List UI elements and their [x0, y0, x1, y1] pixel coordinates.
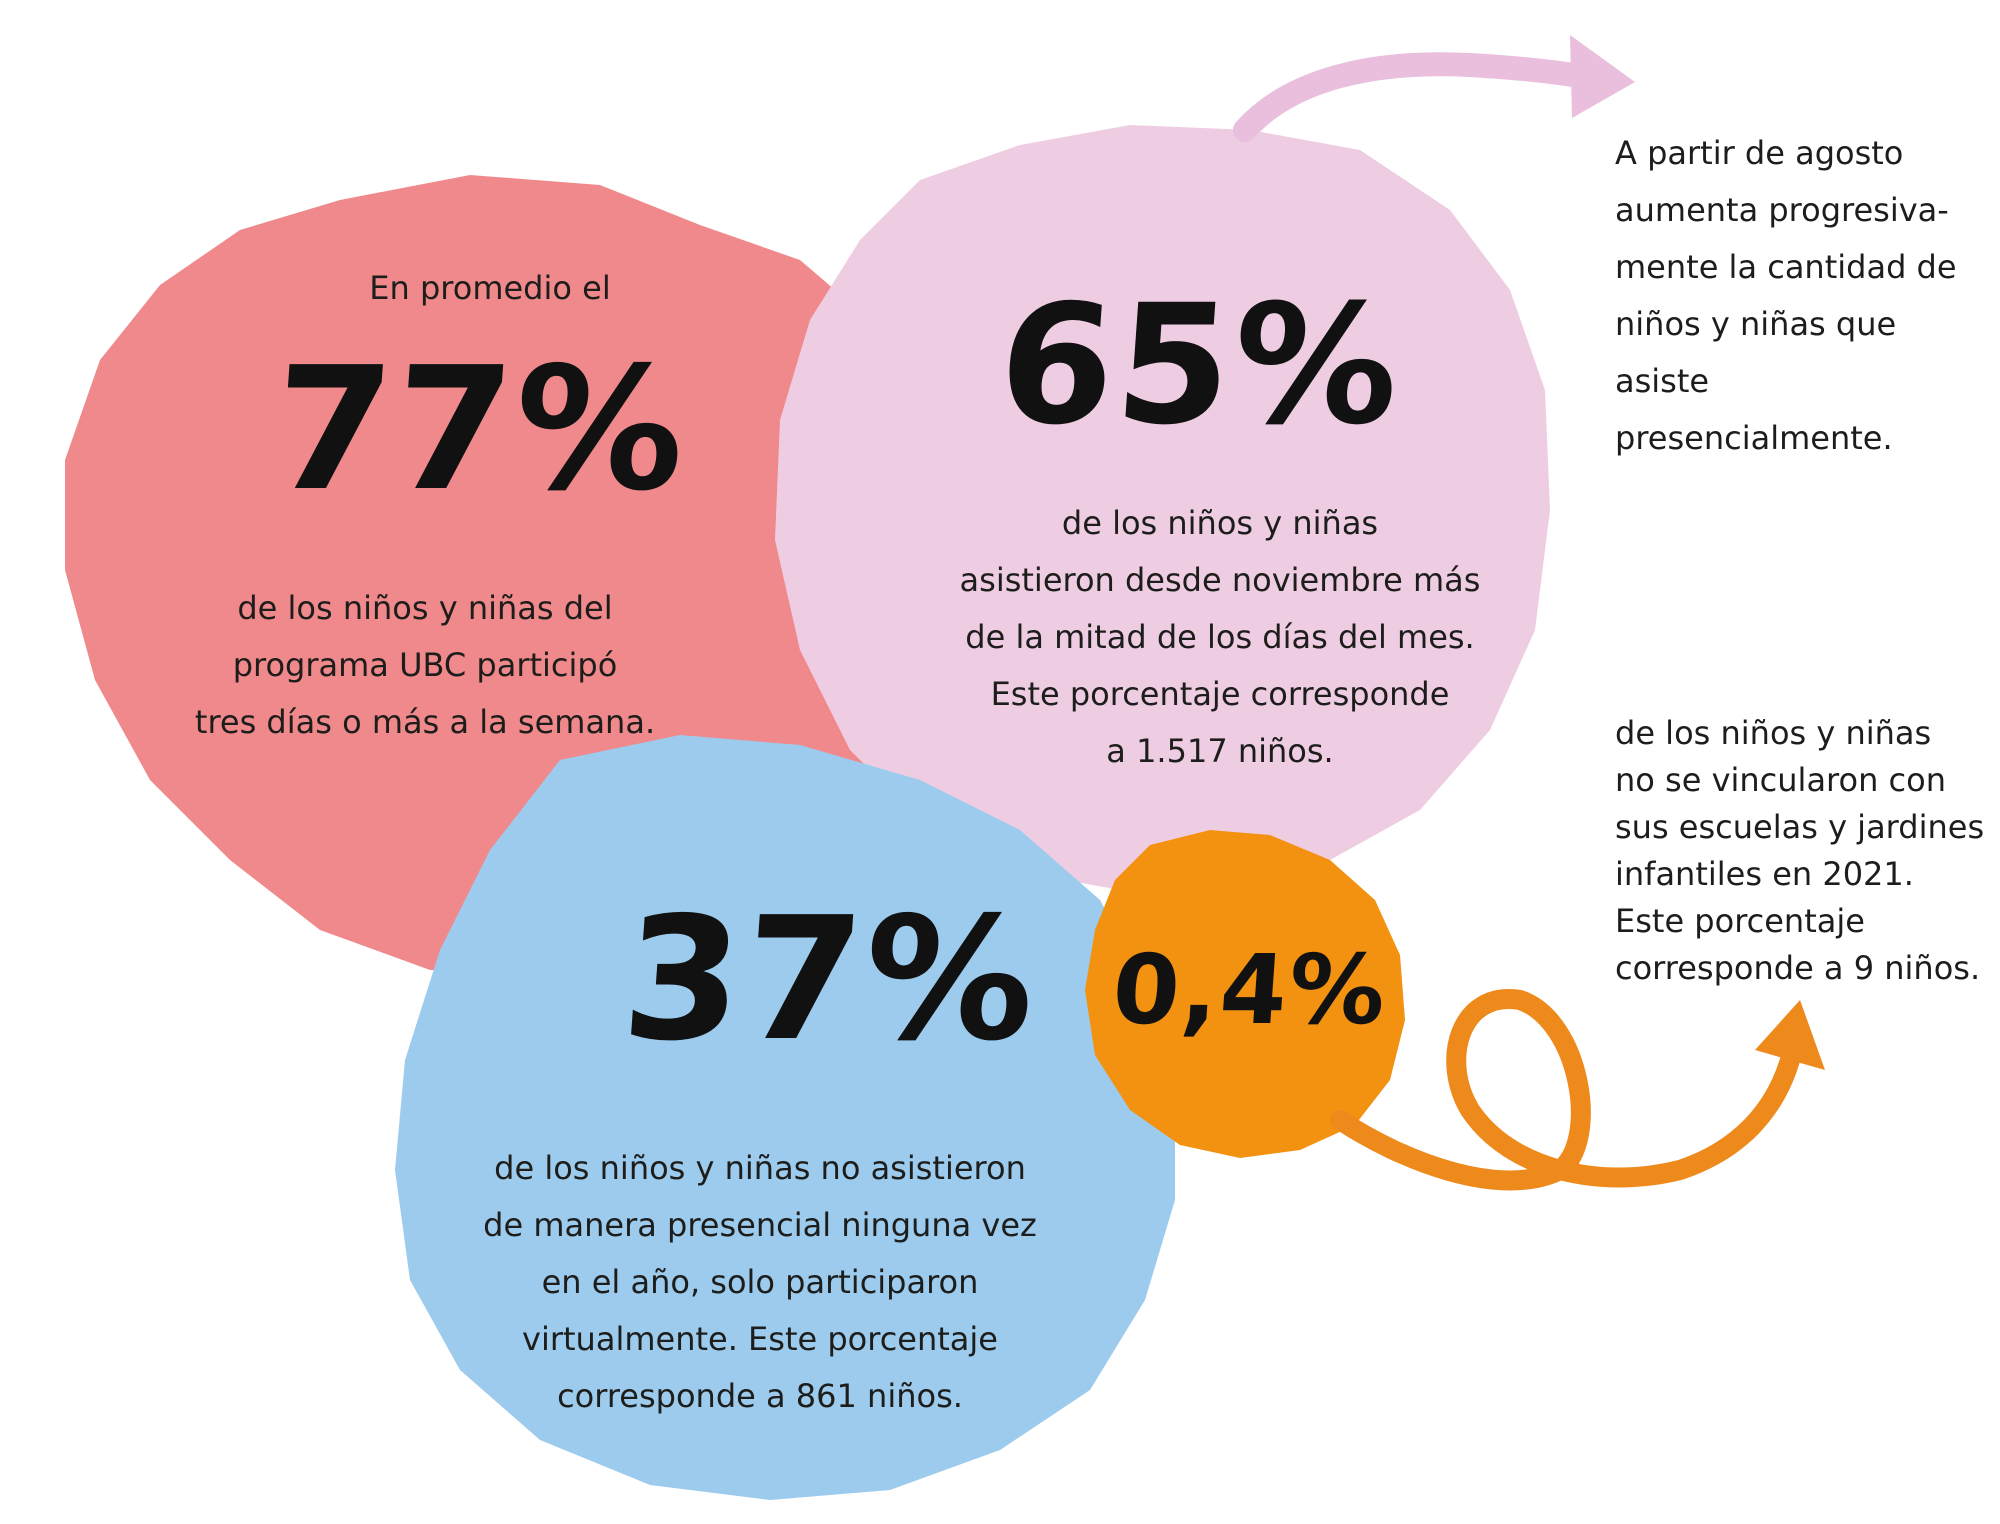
curved-arrow-right-icon — [1233, 35, 1635, 142]
note-agosto-line: mente la cantidad de — [1615, 248, 1957, 286]
note-agosto-line: niños y niñas que asiste — [1615, 305, 1897, 400]
stat-04-description: de los niños y niñas no se vincularon co… — [1615, 710, 1995, 992]
stat-65-line: a 1.517 niños. — [1106, 732, 1334, 770]
blue-blob — [395, 735, 1175, 1500]
stat-65-line: Este porcentaje corresponde — [990, 675, 1450, 713]
stat-04-line: corresponde a 9 niños. — [1615, 949, 1981, 987]
stat-77-intro: En promedio el — [369, 269, 611, 307]
stat-65-line: asistieron desde noviembre más — [959, 561, 1481, 599]
stat-65-line: de la mitad de los días del mes. — [965, 618, 1475, 656]
stat-65-value: 65% — [992, 269, 1408, 461]
pink-blob — [775, 125, 1550, 890]
stat-04-value: 0,4% — [1108, 934, 1392, 1046]
stat-37-line: en el año, solo participaron — [541, 1263, 979, 1301]
stat-77-description: de los niños y niñas del programa UBC pa… — [160, 580, 690, 751]
stat-37-line: virtualmente. Este porcentaje — [522, 1320, 998, 1358]
stat-37-line: corresponde a 861 niños. — [557, 1377, 963, 1415]
stat-77-value: 77% — [266, 331, 694, 529]
stat-04-line: de los niños y niñas — [1615, 714, 1932, 752]
orange-blob — [1085, 830, 1405, 1158]
note-agosto-line: aumenta progresiva- — [1615, 191, 1949, 229]
stat-04-line: no se vincularon con — [1615, 761, 1946, 799]
stat-04-line: infantiles en 2021. — [1615, 855, 1914, 893]
stat-77-line: tres días o más a la semana. — [194, 703, 656, 741]
note-agosto-line: A partir de agosto — [1615, 134, 1904, 172]
stat-65-description: de los niños y niñas asistieron desde no… — [860, 495, 1580, 780]
stat-04-line: sus escuelas y jardines — [1615, 808, 1985, 846]
note-agosto: A partir de agosto aumenta progresiva- m… — [1615, 125, 1995, 467]
stat-37-description: de los niños y niñas no asistieron de ma… — [460, 1140, 1060, 1425]
stat-65-line: de los niños y niñas — [1061, 504, 1379, 542]
stat-37-line: de manera presencial ninguna vez — [483, 1206, 1037, 1244]
stat-77-line: de los niños y niñas del — [237, 589, 613, 627]
stat-37-line: de los niños y niñas no asistieron — [494, 1149, 1026, 1187]
loop-arrow-up-right-icon — [1330, 989, 1825, 1191]
stat-04-line: Este porcentaje — [1615, 902, 1865, 940]
stat-77-line: programa UBC participó — [232, 646, 618, 684]
note-agosto-line: presencialmente. — [1615, 419, 1893, 457]
stat-37-value: 37% — [616, 881, 1044, 1079]
